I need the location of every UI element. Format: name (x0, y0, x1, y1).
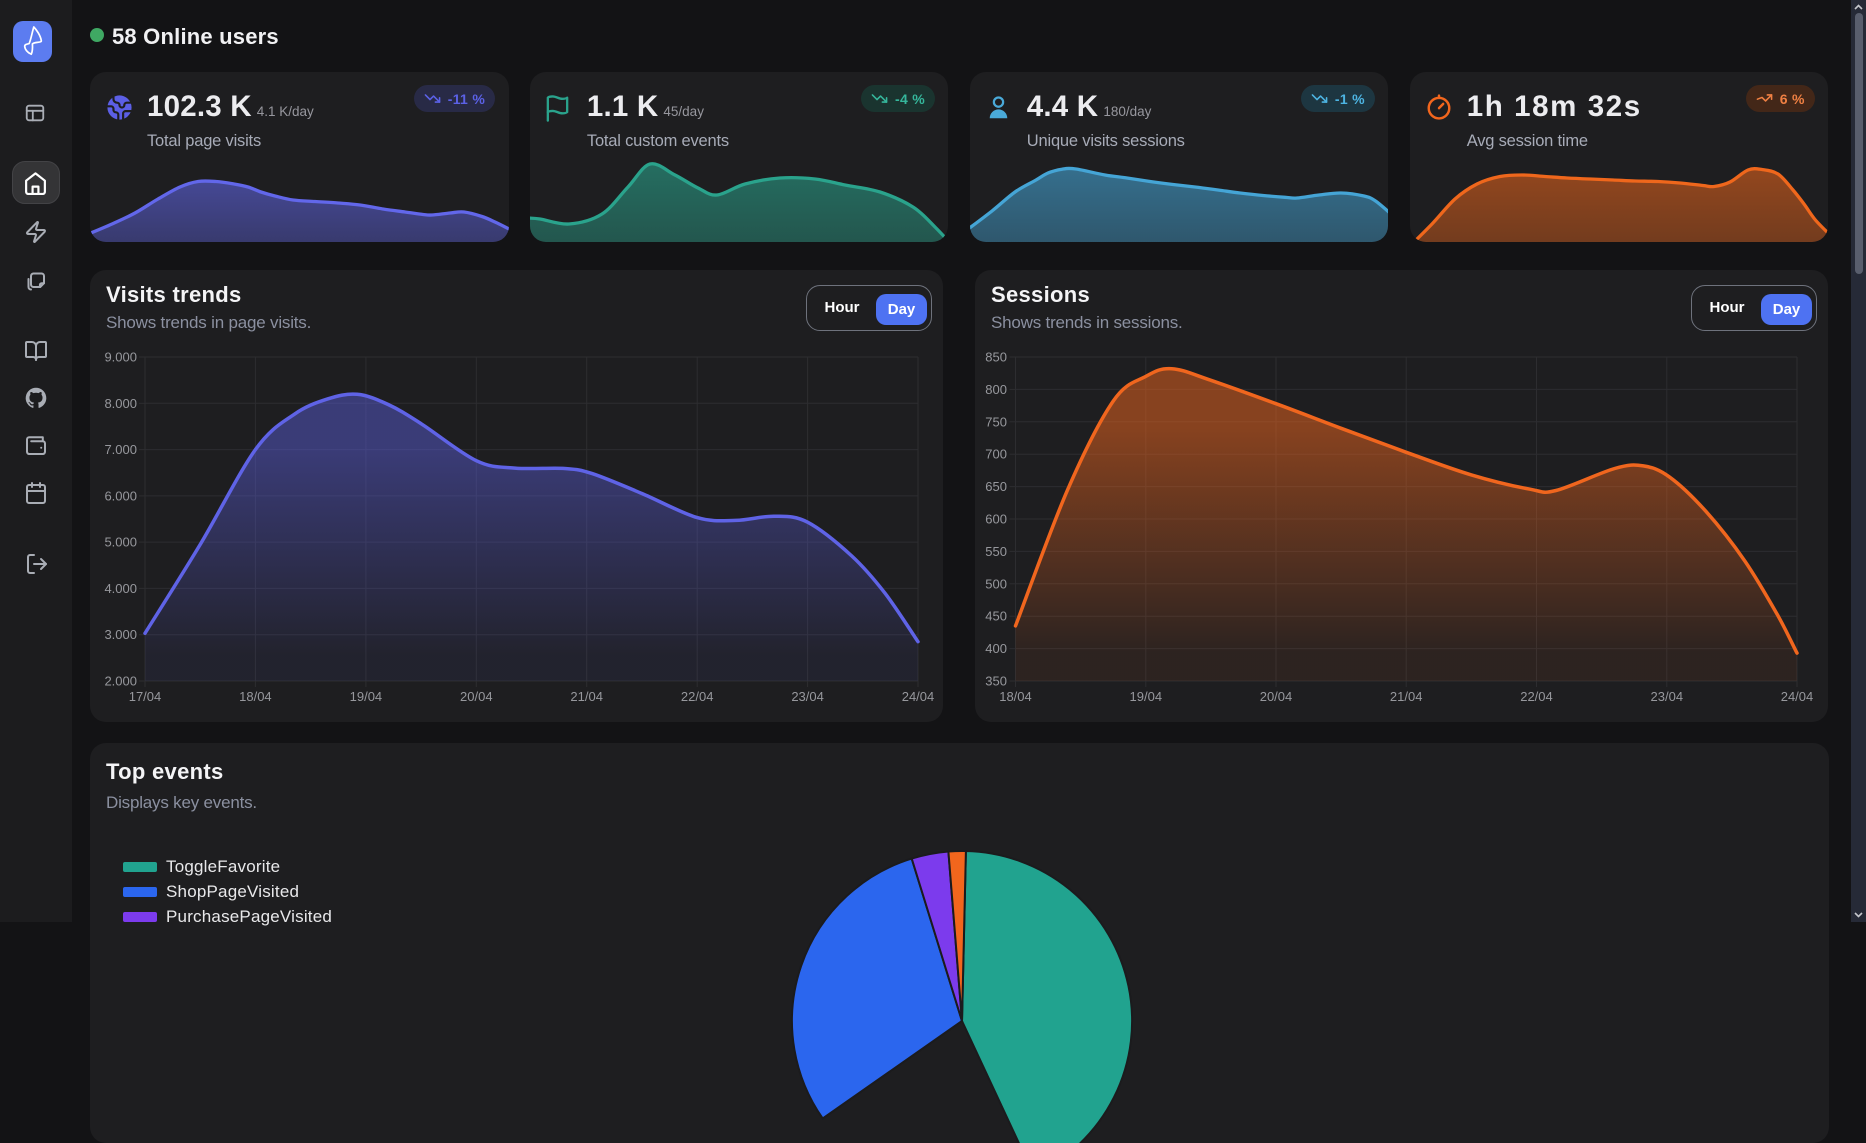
svg-text:5.000: 5.000 (104, 535, 137, 550)
svg-text:24/04: 24/04 (902, 689, 935, 704)
svg-text:850: 850 (985, 350, 1007, 365)
svg-text:3.000: 3.000 (104, 627, 137, 642)
svg-text:24/04: 24/04 (1781, 689, 1814, 704)
svg-text:450: 450 (985, 609, 1007, 624)
svg-text:9.000: 9.000 (104, 350, 137, 365)
svg-text:350: 350 (985, 674, 1007, 689)
svg-text:7.000: 7.000 (104, 442, 137, 457)
svg-text:23/04: 23/04 (1651, 689, 1684, 704)
svg-text:8.000: 8.000 (104, 396, 137, 411)
svg-text:23/04: 23/04 (791, 689, 824, 704)
svg-text:20/04: 20/04 (460, 689, 493, 704)
svg-text:4.000: 4.000 (104, 581, 137, 596)
svg-text:6.000: 6.000 (104, 488, 137, 503)
svg-text:22/04: 22/04 (681, 689, 714, 704)
svg-text:21/04: 21/04 (570, 689, 603, 704)
svg-text:400: 400 (985, 641, 1007, 656)
svg-text:17/04: 17/04 (129, 689, 162, 704)
svg-text:20/04: 20/04 (1260, 689, 1293, 704)
svg-text:600: 600 (985, 512, 1007, 527)
svg-text:500: 500 (985, 576, 1007, 591)
svg-text:18/04: 18/04 (239, 689, 272, 704)
svg-text:750: 750 (985, 414, 1007, 429)
svg-text:18/04: 18/04 (999, 689, 1032, 704)
svg-text:550: 550 (985, 544, 1007, 559)
svg-text:19/04: 19/04 (350, 689, 383, 704)
svg-text:650: 650 (985, 479, 1007, 494)
svg-text:700: 700 (985, 447, 1007, 462)
svg-text:2.000: 2.000 (104, 674, 137, 689)
svg-text:21/04: 21/04 (1390, 689, 1423, 704)
svg-text:19/04: 19/04 (1130, 689, 1163, 704)
svg-text:800: 800 (985, 382, 1007, 397)
svg-text:22/04: 22/04 (1520, 689, 1553, 704)
